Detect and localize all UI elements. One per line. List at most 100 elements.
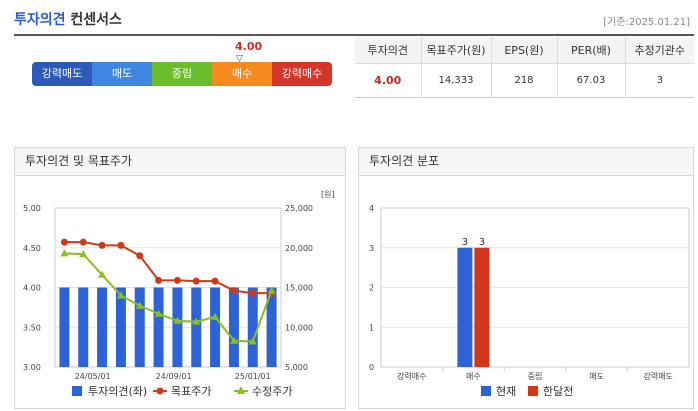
cell-target-price: 14,333 (420, 63, 491, 98)
y-left-tick-label: 5.00 (23, 204, 41, 213)
opinion-distribution-panel: 투자의견 분포 4 3 2 1 0 강력매수 매수 중립 매도 강력매도 3 3 현재 한달전 (358, 147, 694, 409)
point-target-price (60, 238, 68, 246)
legend-swatch (72, 386, 82, 396)
y-right-tick-label: 10,000 (285, 323, 313, 332)
consensus-scale-bar: 강력매도 매도 중립 매수 강력매수 (32, 62, 332, 86)
x-tick-label: 매도 (589, 372, 604, 381)
bar-opinion (191, 287, 202, 367)
legend-swatch (528, 386, 538, 396)
point-adjusted-price (60, 249, 69, 257)
legend-label: 현재 (496, 385, 516, 398)
legend-marker (156, 387, 164, 395)
bar-opinion (247, 287, 258, 367)
title-divider (14, 34, 694, 36)
consensus-summary-table: 투자의견 목표주가(원) EPS(원) PER(배) 추정기관수 4.00 14… (355, 37, 694, 98)
table-header-row: 투자의견 목표주가(원) EPS(원) PER(배) 추정기관수 (355, 37, 694, 64)
legend-marker (237, 386, 245, 394)
legend-label: 목표주가 (171, 385, 211, 398)
legend-swatch (481, 386, 491, 396)
section-title-sub: 컨센서스 (70, 12, 122, 28)
cell-analyst-count: 3 (624, 63, 694, 98)
point-adjusted-price (135, 301, 144, 309)
x-tick-label: 강력매수 (397, 371, 426, 381)
y-right-tick-label: 20,000 (285, 244, 313, 253)
point-adjusted-price (248, 337, 257, 345)
point-target-price (173, 276, 181, 284)
col-analyst-count: 추정기관수 (624, 37, 694, 64)
x-tick-label: 강력매도 (643, 371, 672, 381)
base-date: [기준:2025.01.21] (603, 17, 690, 28)
panel-title: 투자의견 및 목표주가 (15, 148, 345, 176)
point-adjusted-price (267, 286, 276, 294)
point-target-price (98, 241, 106, 249)
panel-title: 투자의견 분포 (359, 148, 693, 176)
x-tick-label: 매수 (466, 372, 481, 381)
x-tick-label: 24/05/01 (75, 372, 111, 381)
y-tick-label: 4 (369, 204, 374, 213)
point-target-price (230, 287, 238, 295)
point-adjusted-price (98, 270, 107, 278)
point-target-price (155, 276, 163, 284)
data-label: 3 (479, 237, 485, 248)
point-target-price (117, 241, 125, 249)
point-target-price (136, 252, 144, 260)
legend-label: 한달전 (543, 385, 573, 398)
point-adjusted-price (229, 336, 238, 344)
y-tick-label: 1 (369, 323, 374, 332)
bar-opinion (266, 287, 277, 367)
y-tick-label: 0 (369, 363, 374, 372)
x-tick-label: 25/01/01 (235, 372, 271, 381)
opinion-target-price-chart: 5.00 4.50 4.00 3.50 3.00 25,000 20,000 15,000 10… (23, 190, 335, 398)
point-adjusted-price (173, 316, 182, 324)
col-target-price: 목표주가(원) (420, 37, 491, 64)
cell-opinion: 4.00 (355, 63, 421, 98)
y-tick-label: 3 (369, 244, 374, 253)
legend-label: 투자의견(좌) (88, 385, 147, 398)
y-left-tick-label: 3.00 (23, 363, 41, 372)
y-right-tick-label: 25,000 (285, 204, 313, 213)
y-left-tick-label: 4.00 (23, 284, 41, 293)
y-tick-label: 2 (369, 284, 374, 293)
bar-opinion (172, 287, 183, 367)
point-target-price (249, 289, 257, 297)
legend-label: 수정주가 (252, 385, 292, 398)
bar-opinion (115, 287, 126, 367)
scale-strong-buy: 강력매수 (272, 62, 332, 86)
cell-eps: 218 (490, 63, 557, 98)
point-target-price (79, 238, 87, 246)
point-adjusted-price (192, 317, 201, 325)
consensus-score: 4.00 (235, 40, 263, 53)
point-target-price (192, 277, 200, 285)
y-right-unit-label: [원] (321, 190, 335, 199)
x-tick-label: 중립 (528, 372, 543, 381)
col-opinion: 투자의견 (355, 37, 421, 64)
table-row: 4.00 14,333 218 67.03 3 (355, 63, 694, 98)
y-right-tick-label: 5,000 (285, 363, 308, 372)
section-title-main: 투자의견 (14, 12, 66, 28)
y-right-tick-label: 15,000 (285, 284, 313, 293)
scale-neutral: 중립 (152, 62, 212, 86)
scale-strong-sell: 강력매도 (32, 62, 92, 86)
y-left-tick-label: 3.50 (23, 323, 41, 332)
line-adjusted-price (64, 252, 273, 343)
cell-per: 67.03 (556, 63, 625, 98)
point-target-price (211, 277, 219, 285)
point-adjusted-price (116, 291, 125, 299)
bar-current (457, 247, 473, 367)
bar-opinion (59, 287, 70, 367)
y-left-tick-label: 4.50 (23, 244, 41, 253)
bar-opinion (134, 287, 145, 367)
col-per: PER(배) (556, 37, 625, 64)
bar-opinion (97, 287, 108, 367)
point-adjusted-price (211, 312, 220, 320)
triangle-down-icon: ▽ (236, 54, 243, 64)
opinion-target-price-panel: 투자의견 및 목표주가 5.00 4.50 4.00 3.50 3.00 25,000 20… (14, 147, 346, 409)
data-label: 3 (462, 237, 468, 248)
x-tick-label: 24/09/01 (156, 372, 192, 381)
bar-month-ago (474, 247, 490, 367)
point-adjusted-price (79, 250, 88, 258)
scale-buy: 매수 (212, 62, 272, 86)
bar-opinion (153, 287, 164, 367)
bar-opinion (78, 287, 89, 367)
